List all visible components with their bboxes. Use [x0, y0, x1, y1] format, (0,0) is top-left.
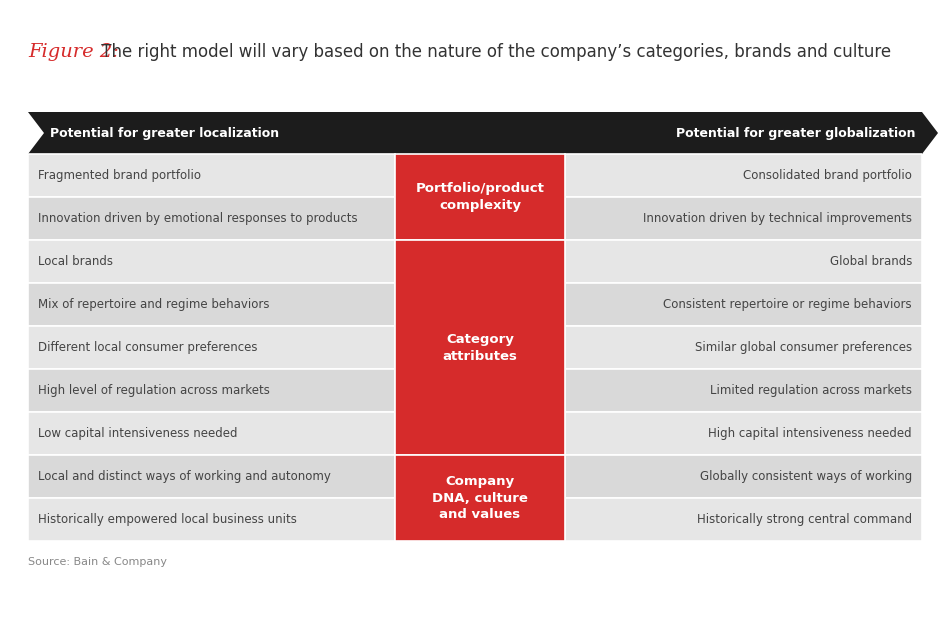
Text: Low capital intensiveness needed: Low capital intensiveness needed	[38, 427, 238, 440]
Text: Historically strong central command: Historically strong central command	[697, 513, 912, 526]
Bar	[565, 455, 922, 498]
Text: High capital intensiveness needed: High capital intensiveness needed	[709, 427, 912, 440]
Bar	[565, 154, 922, 197]
Text: Category
attributes: Category attributes	[443, 332, 518, 363]
Bar	[28, 154, 395, 197]
Polygon shape	[922, 112, 938, 154]
Text: The right model will vary based on the nature of the company’s categories, brand: The right model will vary based on the n…	[96, 43, 891, 61]
Bar	[28, 455, 395, 498]
Text: Innovation driven by technical improvements: Innovation driven by technical improveme…	[643, 212, 912, 225]
Text: Consolidated brand portfolio: Consolidated brand portfolio	[743, 169, 912, 182]
Bar	[28, 197, 395, 240]
Text: Source: Bain & Company: Source: Bain & Company	[28, 557, 167, 567]
Bar	[395, 240, 565, 455]
Text: Local brands: Local brands	[38, 255, 113, 268]
Text: Potential for greater localization: Potential for greater localization	[50, 127, 279, 140]
Text: Similar global consumer preferences: Similar global consumer preferences	[694, 341, 912, 354]
Bar	[28, 412, 395, 455]
Bar	[395, 455, 565, 541]
Text: Portfolio/product
complexity: Portfolio/product complexity	[415, 182, 544, 212]
Bar	[28, 112, 922, 154]
Bar	[28, 240, 395, 283]
Bar	[28, 498, 395, 541]
Text: Mix of repertoire and regime behaviors: Mix of repertoire and regime behaviors	[38, 298, 270, 311]
Bar	[565, 240, 922, 283]
Text: High level of regulation across markets: High level of regulation across markets	[38, 384, 270, 397]
Text: Fragmented brand portfolio: Fragmented brand portfolio	[38, 169, 201, 182]
Polygon shape	[28, 112, 44, 154]
Bar	[28, 369, 395, 412]
Text: Global brands: Global brands	[829, 255, 912, 268]
Text: Consistent repertoire or regime behaviors: Consistent repertoire or regime behavior…	[663, 298, 912, 311]
Text: Potential for greater globalization: Potential for greater globalization	[676, 127, 916, 140]
Text: Limited regulation across markets: Limited regulation across markets	[710, 384, 912, 397]
Text: Local and distinct ways of working and autonomy: Local and distinct ways of working and a…	[38, 470, 331, 483]
Text: Globally consistent ways of working: Globally consistent ways of working	[700, 470, 912, 483]
Bar	[565, 412, 922, 455]
Text: Historically empowered local business units: Historically empowered local business un…	[38, 513, 296, 526]
Bar	[565, 369, 922, 412]
Text: Figure 2:: Figure 2:	[28, 43, 119, 61]
Bar	[28, 283, 395, 326]
Text: Innovation driven by emotional responses to products: Innovation driven by emotional responses…	[38, 212, 357, 225]
Text: Different local consumer preferences: Different local consumer preferences	[38, 341, 257, 354]
Bar	[565, 197, 922, 240]
Bar	[395, 154, 565, 240]
Bar	[28, 326, 395, 369]
Bar	[565, 283, 922, 326]
Text: Company
DNA, culture
and values: Company DNA, culture and values	[432, 474, 528, 522]
Bar	[565, 326, 922, 369]
Bar	[565, 498, 922, 541]
